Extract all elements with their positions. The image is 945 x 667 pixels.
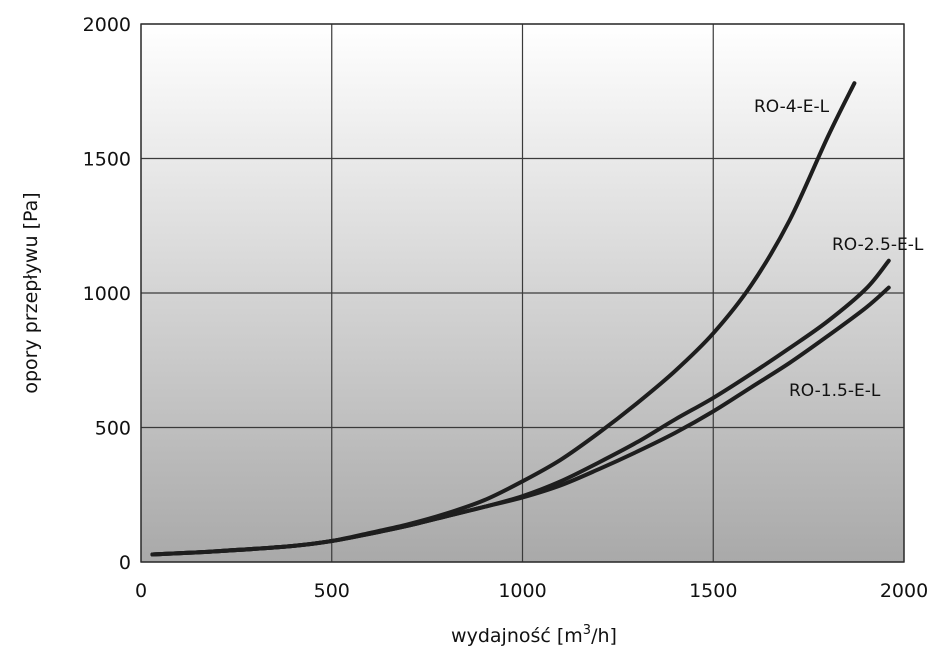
series-labels: RO-4-E-L RO-2.5-E-L RO-1.5-E-L bbox=[754, 97, 924, 401]
series-label-2: RO-2.5-E-L bbox=[832, 235, 924, 255]
x-tick-label: 0 bbox=[135, 580, 147, 602]
y-tick-label: 2000 bbox=[83, 14, 131, 36]
series-label-1: RO-4-E-L bbox=[754, 97, 830, 117]
x-tick-label: 1000 bbox=[498, 580, 546, 602]
x-tick-label: 1500 bbox=[689, 580, 737, 602]
x-axis-title: wydajność [m3/h] bbox=[451, 623, 617, 647]
x-tick-labels: 0 500 1000 1500 2000 bbox=[135, 580, 928, 602]
x-tick-label: 500 bbox=[314, 580, 350, 602]
x-axis-title-sup: 3 bbox=[583, 623, 591, 638]
y-tick-label: 1000 bbox=[83, 283, 131, 305]
plot-frame bbox=[140, 23, 905, 563]
x-tick-label: 2000 bbox=[880, 580, 928, 602]
y-tick-label: 1500 bbox=[83, 149, 131, 171]
series-lines bbox=[150, 81, 891, 557]
grid bbox=[140, 23, 905, 563]
series-label-3: RO-1.5-E-L bbox=[789, 381, 881, 401]
y-tick-label: 500 bbox=[95, 418, 131, 440]
x-axis-title-suffix: /h] bbox=[591, 625, 617, 647]
x-axis-title-prefix: wydajność [m bbox=[451, 625, 583, 647]
y-axis-title: opory przepływu [Pa] bbox=[20, 192, 42, 393]
y-tick-labels: 0 500 1000 1500 2000 bbox=[83, 14, 131, 574]
y-tick-label: 0 bbox=[119, 552, 131, 574]
series-line-3 bbox=[150, 285, 891, 557]
